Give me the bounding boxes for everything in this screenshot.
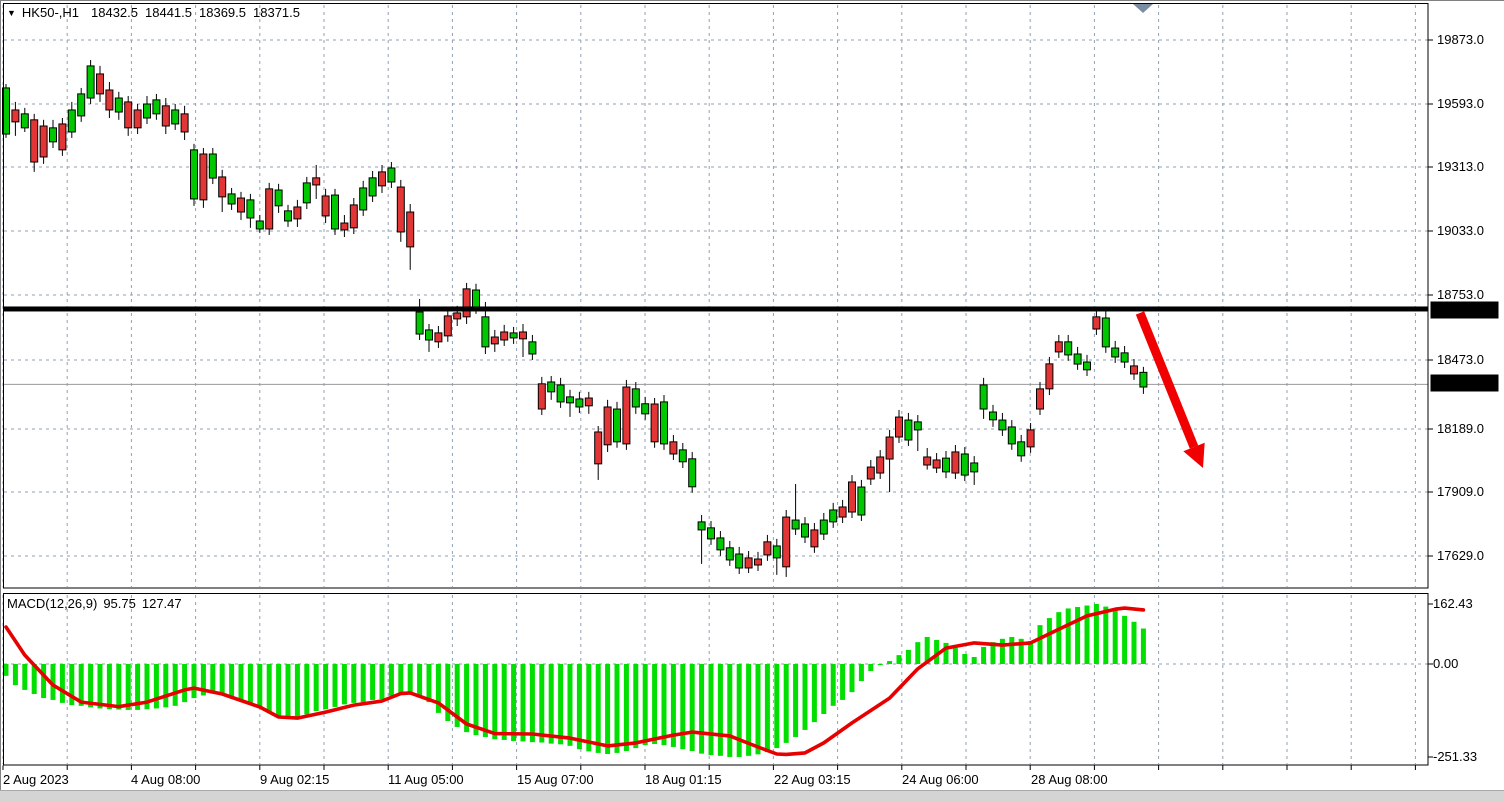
svg-text:19593.0: 19593.0: [1437, 96, 1484, 111]
svg-text:162.43: 162.43: [1433, 596, 1473, 611]
svg-text:18189.0: 18189.0: [1437, 421, 1484, 436]
svg-text:18753.0: 18753.0: [1437, 287, 1484, 302]
indicator-name: MACD(12,26,9): [7, 596, 98, 611]
svg-text:19873.0: 19873.0: [1437, 32, 1484, 47]
svg-text:18700.3: 18700.3: [1437, 303, 1484, 318]
svg-text:18473.0: 18473.0: [1437, 352, 1484, 367]
indicator-main-value: 95.75: [103, 596, 136, 611]
svg-text:15 Aug 07:00: 15 Aug 07:00: [517, 772, 594, 787]
svg-text:-251.33: -251.33: [1433, 749, 1477, 764]
svg-text:2 Aug 2023: 2 Aug 2023: [3, 772, 69, 787]
macd-layer: [3, 604, 1146, 757]
ohlc-high: 18441.5: [145, 5, 192, 20]
svg-text:18 Aug 01:15: 18 Aug 01:15: [645, 772, 722, 787]
svg-text:22 Aug 03:15: 22 Aug 03:15: [774, 772, 851, 787]
svg-text:9 Aug 02:15: 9 Aug 02:15: [260, 772, 329, 787]
candles-layer: [2, 59, 1148, 577]
svg-text:28 Aug 08:00: 28 Aug 08:00: [1031, 772, 1108, 787]
ohlc-open: 18432.5: [91, 5, 138, 20]
svg-text:0.00: 0.00: [1433, 656, 1458, 671]
svg-text:4 Aug 08:00: 4 Aug 08:00: [131, 772, 200, 787]
indicator-header: MACD(12,26,9) 95.75 127.47: [7, 596, 188, 611]
chart-header: ▼ HK50-,H1 18432.5 18441.5 18369.5 18371.5: [7, 5, 307, 20]
symbol-marker-icon: ▼: [7, 8, 16, 18]
svg-text:17909.0: 17909.0: [1437, 484, 1484, 499]
chart-shift-marker-icon: [1133, 4, 1153, 13]
trend-arrow-annotation[interactable]: [1135, 311, 1205, 468]
gridlines: [2, 5, 1428, 764]
svg-text:19033.0: 19033.0: [1437, 223, 1484, 238]
ohlc-close: 18371.5: [253, 5, 300, 20]
svg-text:11 Aug 05:00: 11 Aug 05:00: [388, 772, 464, 787]
resistance-hline[interactable]: [4, 306, 1428, 312]
symbol-title: HK50-,H1: [21, 5, 79, 20]
svg-text:17629.0: 17629.0: [1437, 548, 1484, 563]
svg-text:24 Aug 06:00: 24 Aug 06:00: [902, 772, 979, 787]
svg-text:19313.0: 19313.0: [1437, 159, 1484, 174]
svg-text:18371.5: 18371.5: [1437, 376, 1484, 391]
ohlc-low: 18369.5: [199, 5, 246, 20]
indicator-signal-value: 127.47: [141, 596, 182, 611]
price-axis[interactable]: 19873.0 19593.0 19313.0 19033.0 18753.0 18473…: [1428, 32, 1499, 764]
time-axis[interactable]: 2 Aug 2023 4 Aug 08:00 9 Aug 02:15 11 Aug 0…: [2, 765, 1416, 788]
